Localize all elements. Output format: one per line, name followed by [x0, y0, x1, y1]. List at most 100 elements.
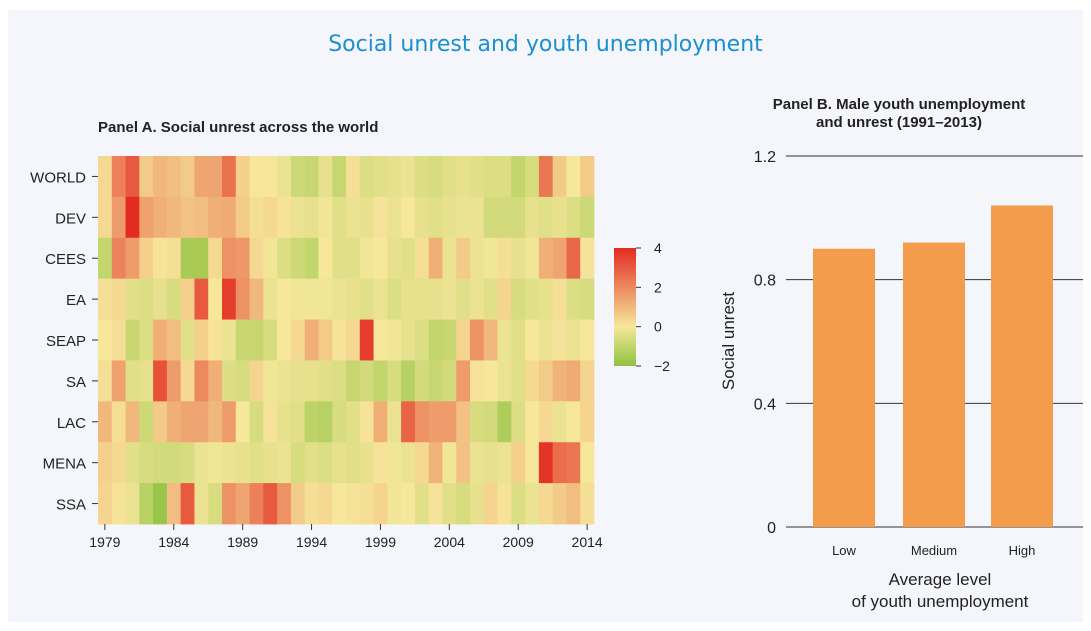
panel-b-title-line2: and unrest (1991–2013)	[816, 114, 982, 131]
heatmap-cell	[235, 156, 250, 198]
x-category-label: High	[1009, 543, 1036, 558]
heatmap-cell	[125, 360, 140, 402]
heatmap-cell	[263, 442, 278, 484]
x-tick-label: 1979	[89, 534, 120, 550]
row-label: LAC	[57, 415, 86, 432]
x-tick-label: 1994	[296, 534, 327, 550]
heatmap-cell	[359, 401, 374, 443]
row-label: CEES	[45, 251, 86, 268]
heatmap-cell	[373, 156, 388, 198]
heatmap-cell	[166, 442, 182, 484]
heatmap-cell	[125, 156, 140, 198]
heatmap-cell	[456, 442, 471, 484]
heatmap-cell	[580, 360, 595, 402]
heatmap-cell	[373, 237, 388, 280]
heatmap-cell	[263, 196, 278, 239]
heatmap-cell	[401, 442, 416, 484]
legend-tick-label: 4	[654, 240, 662, 256]
heatmap-cell	[428, 442, 443, 484]
heatmap-cell	[470, 196, 485, 239]
heatmap-cell	[180, 483, 195, 525]
heatmap-cell	[525, 401, 540, 443]
heatmap-cell	[456, 156, 471, 198]
heatmap-cell	[525, 319, 540, 361]
heatmap-cell	[442, 483, 457, 525]
heatmap-cell	[552, 196, 567, 239]
heatmap-cell	[414, 319, 430, 361]
heatmap-cell	[153, 360, 168, 402]
heatmap-cell	[194, 483, 209, 525]
heatmap-cell	[235, 278, 250, 320]
heatmap-cell	[290, 196, 306, 239]
heatmap-cell	[194, 278, 209, 320]
heatmap-cell	[249, 401, 264, 443]
heatmap-cell	[125, 442, 140, 484]
heatmap-cell	[290, 442, 306, 484]
heatmap-cell	[511, 483, 526, 525]
heatmap-cell	[428, 483, 443, 525]
heatmap-cell	[180, 156, 195, 198]
row-label: WORLD	[30, 169, 86, 186]
heatmap-cell	[180, 319, 195, 361]
heatmap-cell	[208, 442, 223, 484]
heatmap-cell	[483, 483, 498, 525]
heatmap-cell	[153, 319, 168, 361]
heatmap-cell	[483, 442, 498, 484]
heatmap-cell	[442, 278, 457, 320]
heatmap-cell	[111, 237, 126, 280]
heatmap-cell	[98, 237, 113, 280]
heatmap-cell	[346, 360, 361, 402]
y-tick-label: 0	[767, 520, 776, 537]
heatmap-cell	[222, 156, 237, 198]
panel-a-title: Panel A. Social unrest across the world	[98, 119, 379, 136]
heatmap-cell	[373, 483, 388, 525]
y-axis-label: Social unrest	[719, 292, 738, 391]
heatmap-cell	[125, 483, 140, 525]
heatmap-cell	[235, 442, 250, 484]
heatmap-cell	[428, 278, 443, 320]
heatmap-cell	[483, 360, 498, 402]
heatmap-cell	[346, 237, 361, 280]
y-tick-label: 0.4	[754, 396, 776, 413]
heatmap-cell	[290, 483, 306, 525]
heatmap-cell	[318, 401, 333, 443]
heatmap-cell	[194, 156, 209, 198]
heatmap-cell	[511, 442, 526, 484]
row-label: SA	[66, 374, 86, 391]
heatmap-cell	[525, 237, 540, 280]
heatmap-cell	[566, 483, 581, 525]
heatmap-cell	[373, 319, 388, 361]
heatmap-cell	[166, 237, 182, 280]
heatmap-cell	[470, 483, 485, 525]
heatmap-cell	[332, 196, 347, 239]
heatmap-cell	[153, 401, 168, 443]
heatmap-cell	[222, 442, 237, 484]
heatmap-cell	[111, 196, 126, 239]
heatmap-cell	[456, 483, 471, 525]
heatmap-cell	[470, 237, 485, 280]
x-category-label: Medium	[911, 543, 957, 558]
heatmap-cell	[566, 237, 581, 280]
heatmap-cell	[98, 196, 113, 239]
heatmap-cell	[194, 360, 209, 402]
heatmap-cell	[318, 319, 333, 361]
heatmap-cell	[235, 360, 250, 402]
heatmap-cell	[222, 319, 237, 361]
heatmap-cell	[456, 319, 471, 361]
heatmap-cell	[111, 156, 126, 198]
bar-low	[813, 248, 875, 527]
heatmap-cell	[125, 401, 140, 443]
heatmap-cell	[153, 196, 168, 239]
heatmap-cell	[373, 442, 388, 484]
heatmap-cell	[414, 483, 430, 525]
heatmap-cell	[98, 156, 113, 198]
heatmap-cell	[538, 442, 554, 484]
heatmap-cell	[525, 278, 540, 320]
heatmap-cell	[98, 483, 113, 525]
heatmap-cell	[552, 442, 567, 484]
heatmap-cell	[318, 196, 333, 239]
heatmap-cell	[332, 237, 347, 280]
heatmap-cell	[332, 401, 347, 443]
heatmap-cell	[180, 237, 195, 280]
